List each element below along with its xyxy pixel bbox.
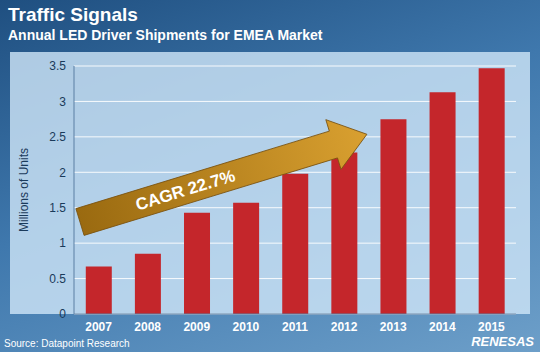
svg-text:0.5: 0.5	[49, 272, 66, 286]
svg-text:2015: 2015	[478, 320, 505, 334]
svg-text:2.5: 2.5	[49, 130, 66, 144]
svg-text:2014: 2014	[429, 320, 456, 334]
svg-text:0: 0	[59, 307, 66, 321]
html-text:Traffic Signals: Traffic Signals	[8, 4, 138, 25]
svg-text:2010: 2010	[233, 320, 260, 334]
svg-text:3.5: 3.5	[49, 59, 66, 73]
html-text:Source: Datapoint Research: Source: Datapoint Research	[4, 338, 130, 349]
svg-text:3: 3	[59, 95, 66, 109]
html-text:RENESAS: RENESAS	[471, 334, 534, 349]
svg-text:2012: 2012	[331, 320, 358, 334]
svg-text:2013: 2013	[380, 320, 407, 334]
svg-text:1.5: 1.5	[49, 201, 66, 215]
svg-text:2011: 2011	[282, 320, 308, 334]
svg-text:1: 1	[59, 236, 66, 250]
svg-text:2: 2	[59, 166, 66, 180]
svg-text:CAGR 22.7%: CAGR 22.7%	[133, 166, 237, 214]
svg-text:Millions of Units: Millions of Units	[17, 148, 31, 232]
html-text:Annual LED Driver Shipments fo: Annual LED Driver Shipments for EMEA Mar…	[8, 27, 323, 43]
svg-text:2008: 2008	[134, 320, 161, 334]
svg-text:2009: 2009	[183, 320, 210, 334]
svg-text:2007: 2007	[85, 320, 112, 334]
